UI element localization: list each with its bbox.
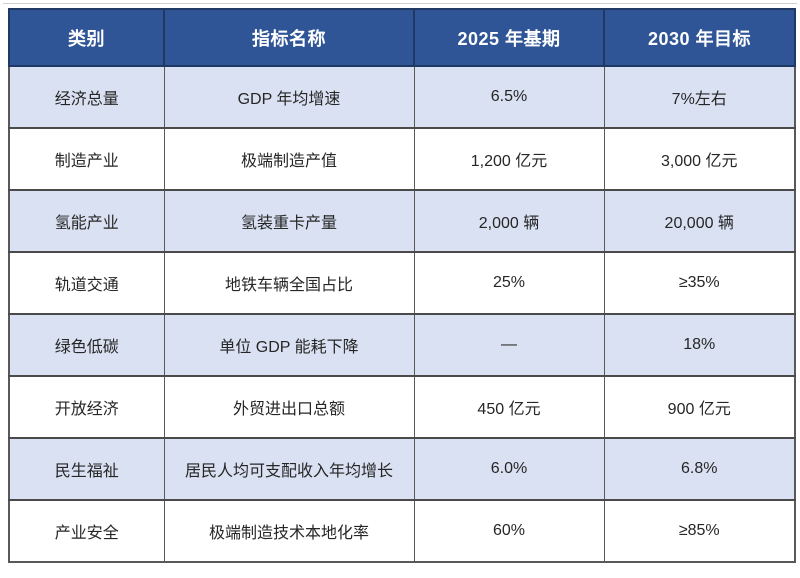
category-cell: 氢能产业	[8, 190, 165, 253]
table-row: 民生福祉 居民人均可支配收入年均增长 6.0% 6.8%	[8, 438, 796, 501]
base-value-cell: 2,000 辆	[413, 190, 605, 253]
table-row: 开放经济 外贸进出口总额 450 亿元 900 亿元	[8, 376, 796, 439]
target-value-cell: 3,000 亿元	[603, 128, 796, 191]
indicator-cell: GDP 年均增速	[163, 66, 415, 129]
base-value-cell: 60%	[413, 500, 605, 563]
category-cell: 轨道交通	[8, 252, 165, 315]
indicator-cell: 极端制造产值	[163, 128, 415, 191]
indicator-cell: 居民人均可支配收入年均增长	[163, 438, 415, 501]
category-cell: 产业安全	[8, 500, 165, 563]
indicator-cell: 极端制造技术本地化率	[163, 500, 415, 563]
target-value-cell: ≥85%	[603, 500, 796, 563]
category-cell: 绿色低碳	[8, 314, 165, 377]
table-header-row: 类别 指标名称 2025 年基期 2030 年目标	[8, 8, 796, 67]
target-value-cell: 20,000 辆	[603, 190, 796, 253]
table-row: 制造产业 极端制造产值 1,200 亿元 3,000 亿元	[8, 128, 796, 191]
table-row: 绿色低碳 单位 GDP 能耗下降 — 18%	[8, 314, 796, 377]
column-header-2030-target: 2030 年目标	[603, 8, 796, 67]
top-divider-rule	[3, 3, 797, 4]
column-header-2025-base: 2025 年基期	[413, 8, 605, 67]
category-cell: 经济总量	[8, 66, 165, 129]
indicator-cell: 外贸进出口总额	[163, 376, 415, 439]
base-value-cell: 1,200 亿元	[413, 128, 605, 191]
base-value-cell: —	[413, 314, 605, 377]
category-cell: 开放经济	[8, 376, 165, 439]
target-value-cell: ≥35%	[603, 252, 796, 315]
category-cell: 民生福祉	[8, 438, 165, 501]
target-value-cell: 900 亿元	[603, 376, 796, 439]
indicator-cell: 单位 GDP 能耗下降	[163, 314, 415, 377]
column-header-category: 类别	[8, 8, 165, 67]
column-header-indicator: 指标名称	[163, 8, 415, 67]
base-value-cell: 6.0%	[413, 438, 605, 501]
indicator-cell: 地铁车辆全国占比	[163, 252, 415, 315]
table-row: 产业安全 极端制造技术本地化率 60% ≥85%	[8, 500, 796, 563]
target-value-cell: 7%左右	[603, 66, 796, 129]
base-value-cell: 450 亿元	[413, 376, 605, 439]
planning-metrics-table: 类别 指标名称 2025 年基期 2030 年目标 经济总量 GDP 年均增速 …	[8, 8, 796, 563]
indicator-cell: 氢装重卡产量	[163, 190, 415, 253]
target-value-cell: 18%	[603, 314, 796, 377]
base-value-cell: 6.5%	[413, 66, 605, 129]
table-row: 氢能产业 氢装重卡产量 2,000 辆 20,000 辆	[8, 190, 796, 253]
base-value-cell: 25%	[413, 252, 605, 315]
target-value-cell: 6.8%	[603, 438, 796, 501]
table-row: 轨道交通 地铁车辆全国占比 25% ≥35%	[8, 252, 796, 315]
category-cell: 制造产业	[8, 128, 165, 191]
table-row: 经济总量 GDP 年均增速 6.5% 7%左右	[8, 66, 796, 129]
